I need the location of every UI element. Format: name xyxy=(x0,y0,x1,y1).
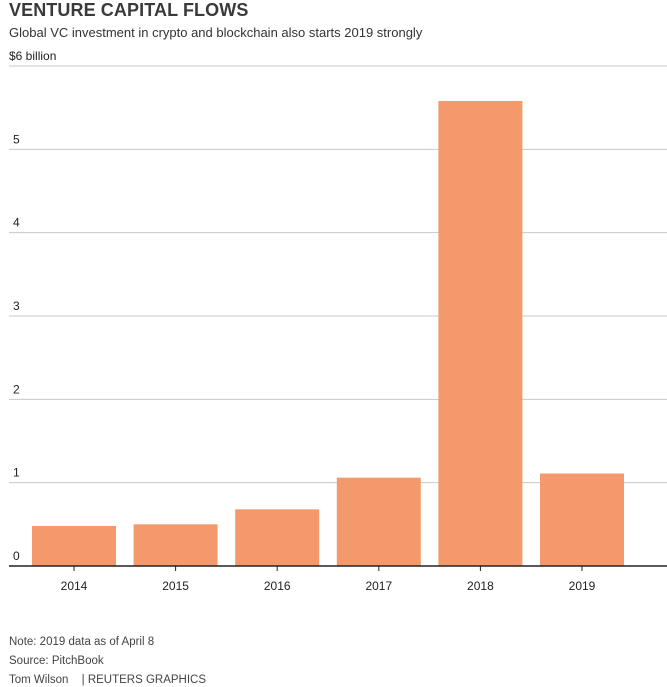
x-axis-labels: 2014 2015 2016 2017 2018 2019 xyxy=(61,566,596,593)
bar-2018 xyxy=(438,101,523,566)
y-tick-label: 4 xyxy=(13,216,20,230)
y-tick-label: 0 xyxy=(13,549,20,563)
y-tick-label: 2 xyxy=(13,382,20,396)
gridlines xyxy=(9,65,667,484)
bar-2015 xyxy=(133,524,218,566)
footer-agency: | REUTERS GRAPHICS xyxy=(81,674,207,686)
x-tick-label: 2016 xyxy=(264,579,291,593)
x-tick-label: 2017 xyxy=(365,579,392,593)
x-tick-label: 2018 xyxy=(467,579,494,593)
x-tick-label: 2014 xyxy=(61,579,88,593)
chart-subtitle: Global VC investment in crypto and block… xyxy=(9,25,423,40)
bars xyxy=(32,101,624,566)
x-tick-label: 2015 xyxy=(162,579,189,593)
footer-source: Source: PitchBook xyxy=(9,655,104,667)
bar-2016 xyxy=(235,509,320,566)
y-tick-label: 5 xyxy=(13,132,20,146)
bar-chart: 0 1 2 3 4 5 2014 2015 2016 2017 2018 2019 $6 billi… xyxy=(9,49,667,593)
y-axis-labels: 0 1 2 3 4 5 xyxy=(13,132,20,563)
chart-title: VENTURE CAPITAL FLOWS xyxy=(9,0,249,20)
bar-2019 xyxy=(540,473,624,566)
bar-2017 xyxy=(336,477,421,566)
y-tick-label: 1 xyxy=(13,466,20,480)
bar-2014 xyxy=(32,526,116,566)
footer-credits: Tom Wilson | REUTERS GRAPHICS xyxy=(9,674,206,686)
y-tick-label: 3 xyxy=(13,299,20,313)
footer-note: Note: 2019 data as of April 8 xyxy=(9,636,155,648)
footer-author: Tom Wilson xyxy=(9,674,69,686)
x-tick-label: 2019 xyxy=(569,579,596,593)
y-axis-unit-label: $6 billion xyxy=(9,49,56,63)
